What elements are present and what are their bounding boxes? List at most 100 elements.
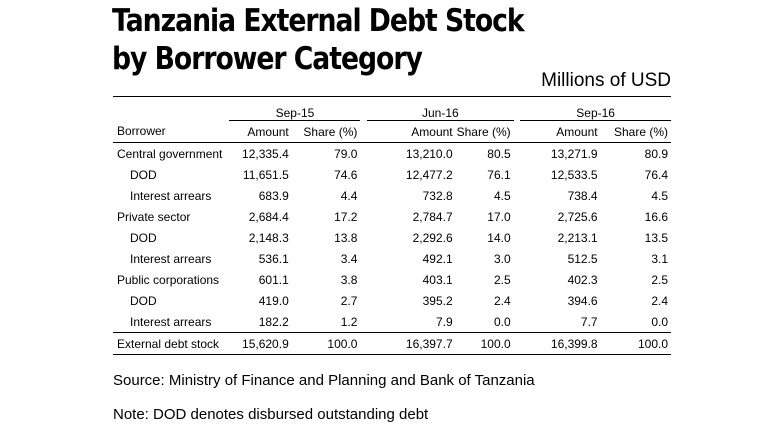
row-label: Interest arrears [130, 314, 212, 329]
row-label: Interest arrears [130, 188, 212, 203]
cell-amount: 16,399.8 [520, 332, 602, 355]
row-label: Private sector [117, 209, 191, 224]
cell-share: 17.2 [334, 209, 358, 224]
source-note: Source: Ministry of Finance and Planning… [113, 372, 535, 389]
cell-amount: 601.1 [258, 272, 289, 287]
title-line-1: Tanzania External Debt Stock [112, 3, 525, 39]
cell-amount: 7.9 [435, 314, 453, 329]
cell-share: 2.7 [340, 293, 358, 308]
cell-amount: 683.9 [258, 188, 289, 203]
cell-amount: 2,213.1 [557, 230, 598, 245]
cell-amount: 536.1 [258, 251, 289, 266]
cell-share: 76.1 [487, 167, 511, 182]
cell-amount: 2,784.7 [412, 209, 453, 224]
share-header: Share (%) [456, 120, 514, 143]
table-row: DOD 419.0 2.7 395.2 2.4 394.6 2.4 [113, 290, 671, 311]
cell-share: 4.5 [651, 188, 668, 203]
period-header: Sep-16 [520, 98, 671, 121]
row-label: Public corporations [117, 272, 220, 287]
cell-amount: 13,210.0 [405, 146, 453, 161]
cell-share: 3.1 [651, 251, 668, 266]
period-header: Jun-16 [367, 98, 514, 121]
cell-share: 0.0 [493, 314, 511, 329]
cell-share: 13.5 [644, 230, 668, 245]
cell-amount: 512.5 [567, 251, 598, 266]
period-header: Sep-15 [229, 98, 361, 121]
table-row: Central government 12,335.4 79.0 13,210.… [113, 143, 671, 165]
cell-amount: 2,148.3 [248, 230, 289, 245]
cell-share: 3.8 [340, 272, 358, 287]
cell-share: 100.0 [456, 332, 514, 355]
table-row: DOD 11,651.5 74.6 12,477.2 76.1 12,533.5… [113, 164, 671, 185]
cell-share: 80.5 [487, 146, 511, 161]
amount-header: Amount [229, 120, 293, 143]
table-row: Interest arrears 683.9 4.4 732.8 4.5 738… [113, 185, 671, 206]
cell-share: 79.0 [334, 146, 358, 161]
cell-amount: 394.6 [567, 293, 598, 308]
row-label: DOD [130, 293, 157, 308]
cell-share: 100.0 [292, 332, 361, 355]
cell-amount: 12,477.2 [405, 167, 453, 182]
cell-amount: 16,397.7 [367, 332, 457, 355]
cell-share: 2.4 [651, 293, 668, 308]
column-header-row: Borrower Amount Share (%) Amount Share (… [113, 120, 671, 143]
cell-share: 2.5 [493, 272, 511, 287]
cell-amount: 7.7 [580, 314, 598, 329]
cell-share: 17.0 [487, 209, 511, 224]
amount-header: Amount [367, 120, 457, 143]
cell-amount: 402.3 [567, 272, 598, 287]
total-row: External debt stock 15,620.9 100.0 16,39… [113, 332, 671, 355]
cell-share: 74.6 [334, 167, 358, 182]
cell-amount: 732.8 [422, 188, 453, 203]
cell-amount: 12,533.5 [550, 167, 598, 182]
borrower-header: Borrower [113, 120, 230, 143]
table-top-rule [113, 96, 671, 97]
title-line-2: by Borrower Category [112, 41, 423, 77]
cell-share: 16.6 [644, 209, 668, 224]
table-row: DOD 2,148.3 13.8 2,292.6 14.0 2,213.1 13… [113, 227, 671, 248]
table-row: Private sector 2,684.4 17.2 2,784.7 17.0… [113, 206, 671, 227]
cell-amount: 492.1 [422, 251, 453, 266]
cell-amount: 2,684.4 [248, 209, 289, 224]
cell-share: 80.9 [644, 146, 668, 161]
cell-share: 0.0 [651, 314, 668, 329]
share-header: Share (%) [601, 120, 671, 143]
footnote: Note: DOD denotes disbursed outstanding … [113, 406, 429, 423]
cell-amount: 11,651.5 [242, 167, 289, 182]
units-label: Millions of USD [541, 70, 671, 91]
period-header-row: Sep-15 Jun-16 Sep-16 [113, 98, 671, 121]
table-row: Interest arrears 182.2 1.2 7.9 0.0 7.7 0… [113, 311, 671, 333]
cell-share: 1.2 [340, 314, 358, 329]
cell-share: 3.0 [493, 251, 511, 266]
cell-amount: 738.4 [567, 188, 598, 203]
row-label: DOD [130, 167, 157, 182]
cell-amount: 12,335.4 [242, 146, 289, 161]
row-label: DOD [130, 230, 157, 245]
page-title: Tanzania External Debt Stock by Borrower… [112, 2, 525, 78]
cell-amount: 395.2 [422, 293, 453, 308]
cell-amount: 13,271.9 [550, 146, 598, 161]
cell-amount: 419.0 [258, 293, 289, 308]
amount-header: Amount [520, 120, 602, 143]
row-label: External debt stock [113, 332, 230, 355]
debt-table: Sep-15 Jun-16 Sep-16 Borrower Amount Sha… [113, 98, 671, 355]
cell-amount: 182.2 [258, 314, 289, 329]
cell-share: 2.5 [651, 272, 668, 287]
cell-share: 100.0 [601, 332, 671, 355]
cell-share: 4.4 [340, 188, 358, 203]
table-row: Public corporations 601.1 3.8 403.1 2.5 … [113, 269, 671, 290]
table-row: Interest arrears 536.1 3.4 492.1 3.0 512… [113, 248, 671, 269]
row-label: Interest arrears [130, 251, 212, 266]
cell-share: 76.4 [644, 167, 668, 182]
share-header: Share (%) [292, 120, 361, 143]
cell-share: 2.4 [493, 293, 511, 308]
cell-share: 4.5 [493, 188, 511, 203]
cell-amount: 403.1 [422, 272, 453, 287]
cell-share: 14.0 [487, 230, 511, 245]
row-label: Central government [117, 146, 223, 161]
cell-share: 13.8 [334, 230, 358, 245]
cell-share: 3.4 [340, 251, 358, 266]
cell-amount: 2,292.6 [412, 230, 453, 245]
cell-amount: 2,725.6 [557, 209, 598, 224]
cell-amount: 15,620.9 [229, 332, 293, 355]
